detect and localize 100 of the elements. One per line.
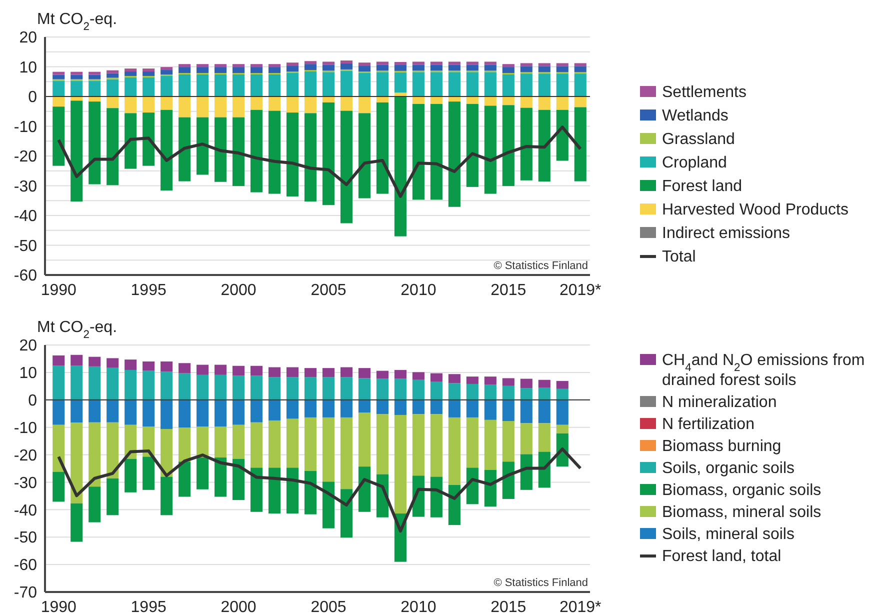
legend-label: Wetlands	[662, 108, 728, 124]
bar	[430, 414, 442, 477]
bar	[142, 370, 155, 400]
bar	[70, 354, 83, 366]
bar	[484, 420, 496, 470]
bar	[430, 476, 442, 518]
bar	[160, 400, 173, 429]
x-tick-label: 2005	[310, 599, 346, 613]
bar	[196, 117, 209, 175]
bar	[304, 61, 317, 64]
bar	[430, 400, 442, 414]
x-tick-label: 1990	[40, 282, 77, 299]
bar	[412, 64, 424, 71]
bar	[448, 400, 460, 418]
bar	[268, 400, 281, 420]
bar	[196, 64, 209, 68]
bar	[304, 400, 317, 418]
bar	[358, 66, 371, 72]
bar	[520, 66, 532, 72]
bar	[412, 96, 424, 104]
bar	[214, 74, 227, 96]
bar	[466, 104, 478, 187]
legend-label: Total	[662, 248, 696, 266]
bar	[106, 400, 119, 422]
bar	[358, 73, 371, 96]
bar	[502, 96, 514, 106]
bar	[88, 72, 101, 75]
y-tick-label: -20	[14, 447, 38, 464]
bar	[538, 380, 550, 388]
bar	[160, 67, 173, 70]
bar	[52, 424, 65, 472]
bar	[574, 96, 586, 108]
bar	[142, 68, 155, 72]
bar	[394, 414, 406, 514]
bar	[106, 108, 119, 186]
bar	[340, 70, 353, 96]
x-tick-label: 1995	[130, 282, 166, 299]
bar	[106, 358, 119, 368]
bar	[448, 72, 460, 96]
bar	[502, 462, 514, 499]
bar	[124, 458, 137, 492]
bar	[196, 74, 209, 96]
bar	[430, 96, 442, 104]
bar	[394, 72, 406, 93]
bar	[412, 414, 424, 476]
bar	[178, 363, 191, 374]
bar	[268, 110, 281, 194]
bar	[142, 361, 155, 371]
bar	[484, 384, 496, 400]
bar	[520, 423, 532, 454]
bar	[322, 368, 335, 378]
bar	[268, 74, 281, 96]
bar	[214, 96, 227, 118]
bar	[502, 386, 514, 400]
bar	[214, 426, 227, 458]
legend-label: N mineralization	[662, 394, 777, 411]
bar	[304, 113, 317, 202]
bar	[196, 426, 209, 458]
bar	[466, 96, 478, 104]
bar	[232, 424, 245, 459]
bar	[556, 400, 568, 425]
bar	[448, 374, 460, 384]
bar	[178, 67, 191, 73]
bar	[430, 72, 442, 96]
bar	[574, 66, 586, 72]
bar	[250, 468, 263, 512]
bar	[142, 112, 155, 166]
bar	[502, 74, 514, 96]
bar	[106, 422, 119, 478]
bar	[304, 368, 317, 378]
bar	[250, 110, 263, 192]
bar	[412, 400, 424, 414]
y-tick-label: 10	[19, 59, 38, 76]
bar	[556, 388, 568, 400]
bar	[502, 378, 514, 386]
bar	[358, 62, 371, 66]
bar	[304, 470, 317, 514]
bar	[268, 64, 281, 68]
x-tick-label: 2000	[220, 599, 256, 613]
bar	[160, 428, 173, 477]
bar	[70, 503, 83, 542]
y-tick-label: -10	[14, 118, 38, 136]
bar	[340, 63, 353, 70]
y-tick-label: -60	[14, 557, 38, 574]
legend-label: Biomass burning	[662, 438, 782, 455]
x-tick-label: 1995	[130, 599, 166, 613]
y-tick-label: -60	[14, 268, 38, 285]
bar	[484, 400, 496, 420]
bar	[484, 72, 496, 96]
bar	[394, 370, 406, 379]
bar	[502, 421, 514, 462]
bar	[340, 377, 353, 400]
y-tick-label: 20	[19, 30, 38, 47]
bar	[106, 70, 119, 74]
bar	[394, 400, 406, 415]
legend-label: Forest land	[662, 178, 742, 195]
bar	[250, 96, 263, 110]
bar	[412, 380, 424, 400]
legend-label: Forest land, total	[662, 548, 782, 565]
x-tick-label: 2015	[490, 599, 526, 613]
